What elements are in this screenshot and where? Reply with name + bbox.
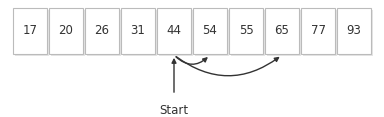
Bar (85, 8, 119, 54)
Bar (49, 8, 83, 54)
Text: Start: Start (159, 104, 189, 117)
Bar (229, 8, 263, 54)
Text: 77: 77 (311, 24, 326, 38)
Bar (230, 10, 265, 56)
Bar (266, 10, 301, 56)
Bar (339, 10, 372, 56)
Bar (195, 10, 228, 56)
Text: 17: 17 (23, 24, 38, 38)
Bar (15, 10, 48, 56)
Text: 93: 93 (347, 24, 361, 38)
Bar (265, 8, 299, 54)
Text: 20: 20 (59, 24, 73, 38)
Bar (301, 8, 335, 54)
Text: 55: 55 (238, 24, 253, 38)
Bar (157, 8, 191, 54)
Bar (121, 8, 155, 54)
Bar (13, 8, 47, 54)
Text: 31: 31 (131, 24, 146, 38)
Bar (303, 10, 336, 56)
Bar (193, 8, 227, 54)
Text: 54: 54 (203, 24, 217, 38)
Bar (159, 10, 192, 56)
Text: 44: 44 (167, 24, 182, 38)
Bar (122, 10, 157, 56)
Text: 65: 65 (275, 24, 290, 38)
Bar (86, 10, 121, 56)
Bar (337, 8, 371, 54)
Text: 26: 26 (94, 24, 109, 38)
Bar (51, 10, 84, 56)
